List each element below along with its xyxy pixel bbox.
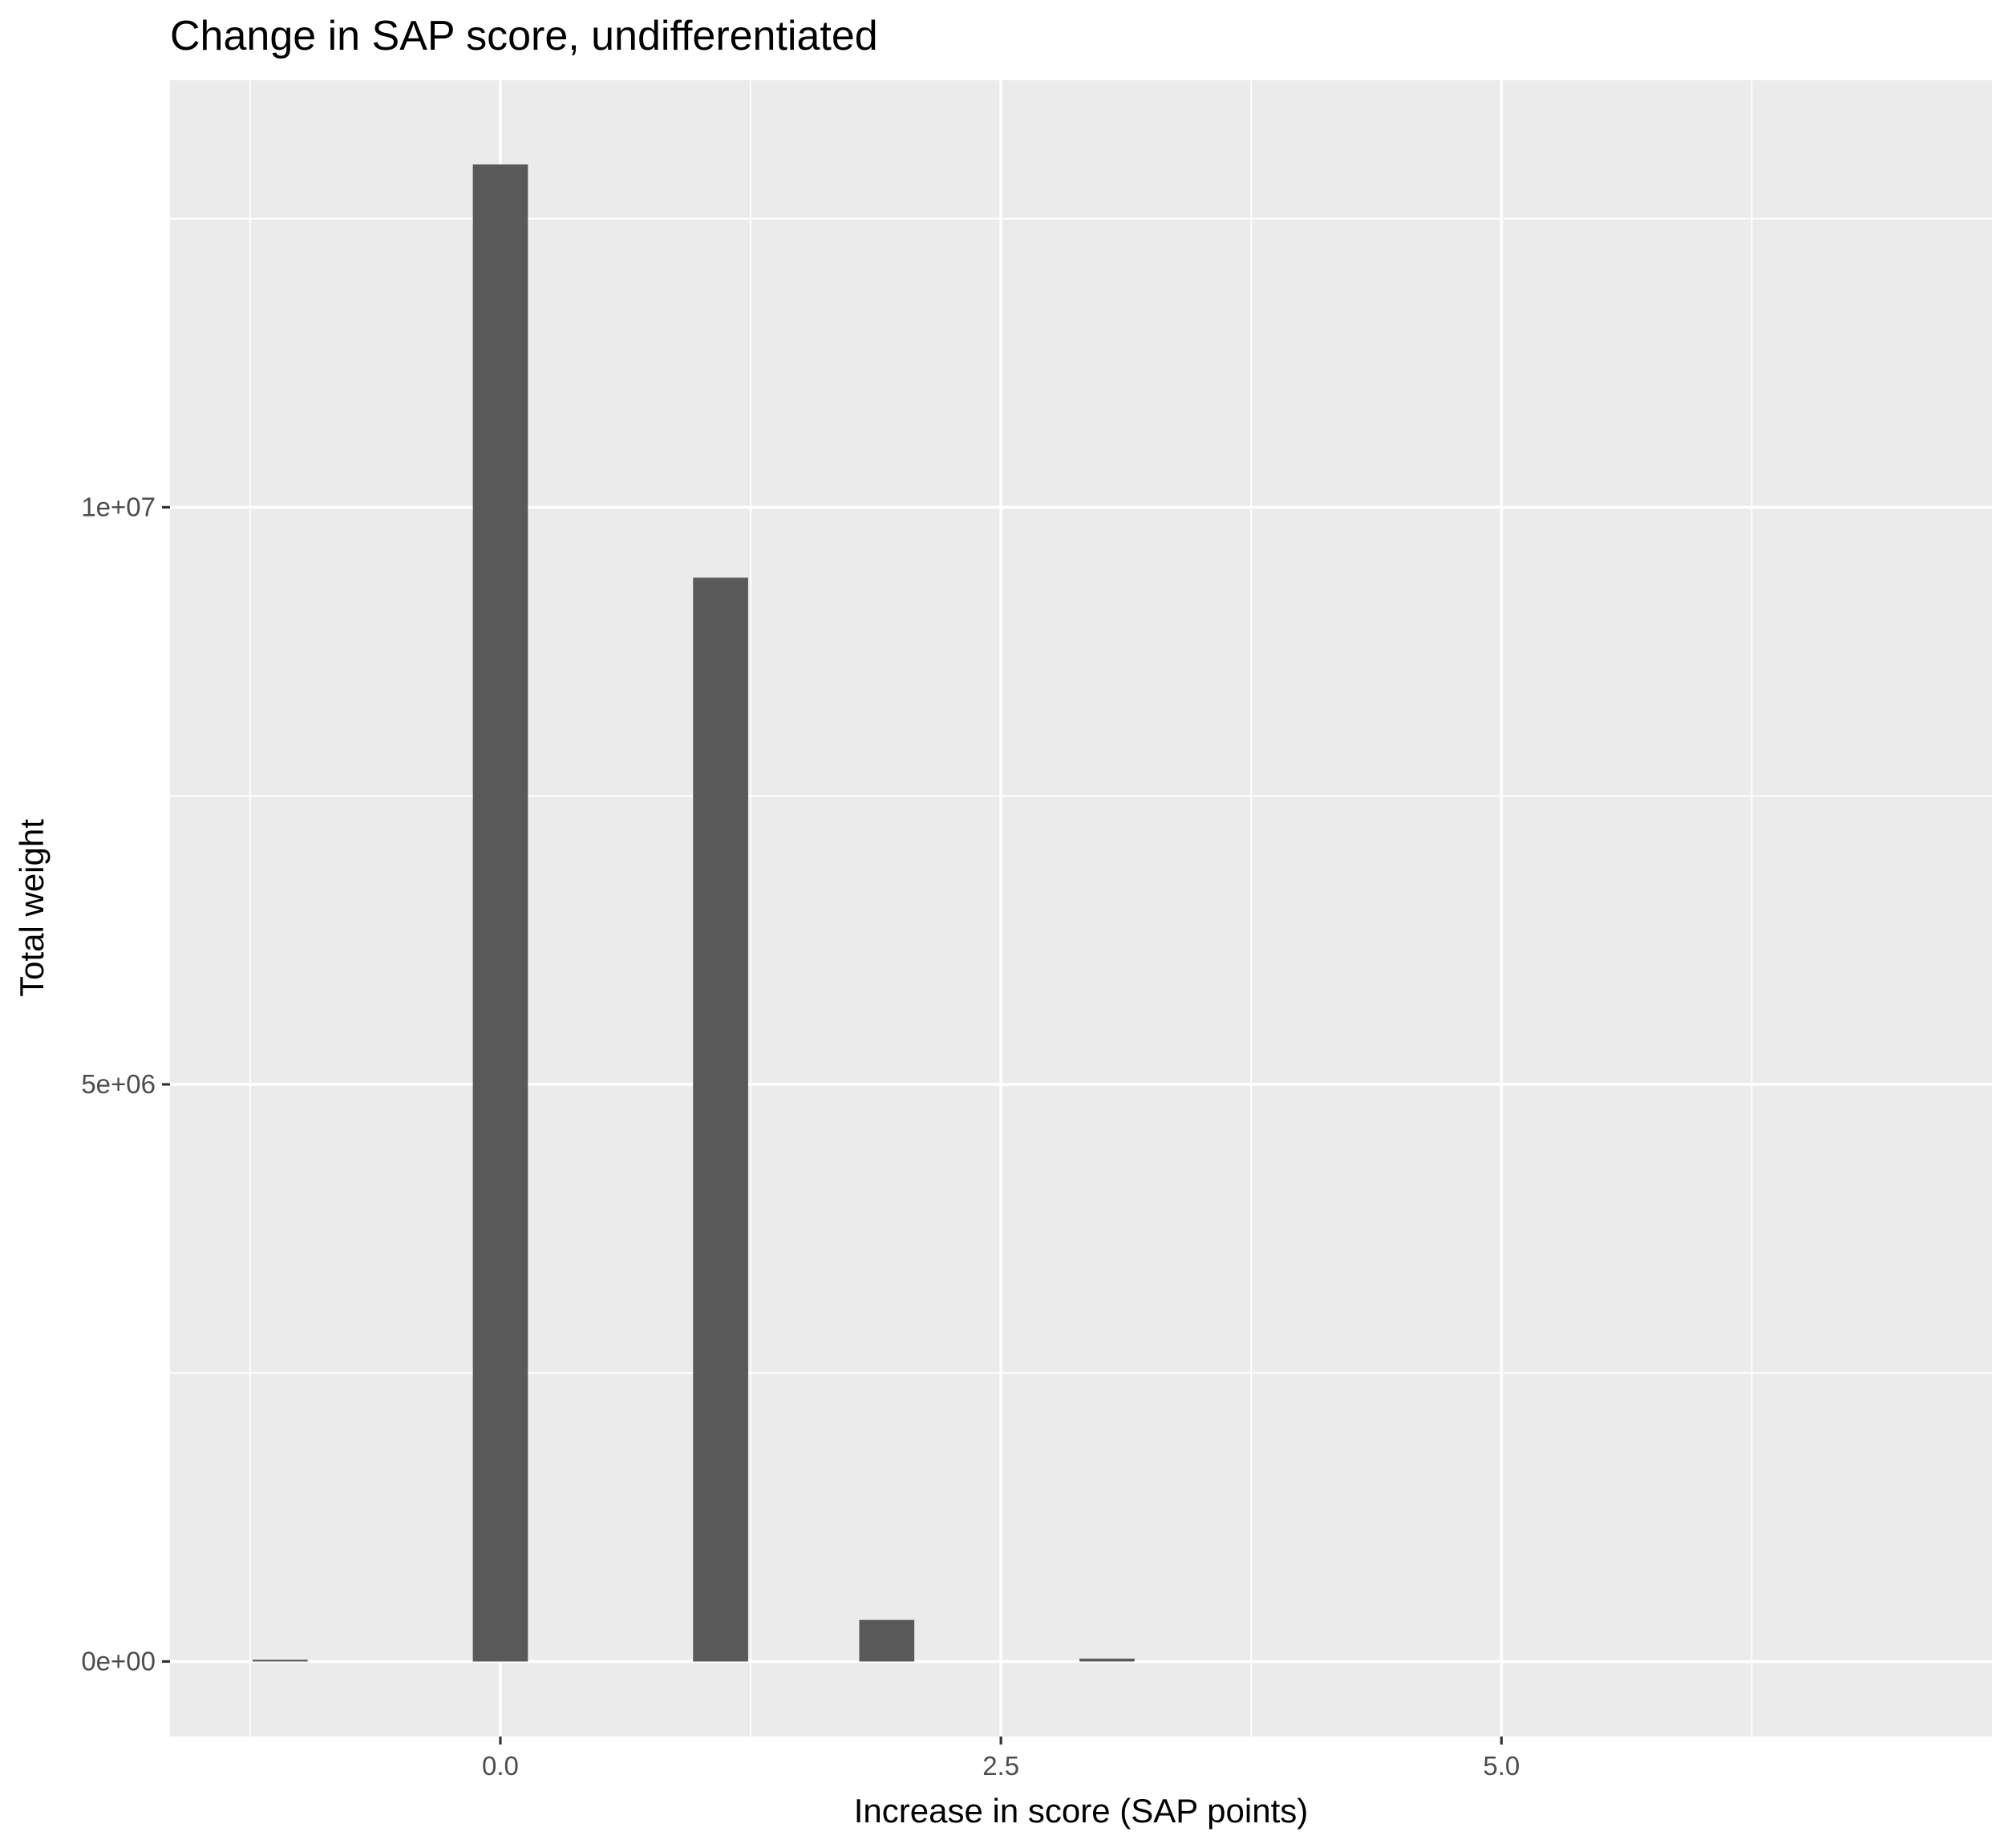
bars	[252, 164, 1135, 1662]
y-axis-ticks: 0e+00 5e+06 1e+07	[81, 492, 170, 1676]
histogram-bar	[252, 1660, 308, 1662]
histogram-bar	[859, 1619, 915, 1662]
histogram-bar	[1079, 1658, 1135, 1662]
y-tick-label: 1e+07	[81, 492, 156, 521]
histogram-bar	[472, 164, 528, 1662]
y-axis-title: Total weight	[13, 819, 51, 997]
x-tick-label: 0.0	[482, 1751, 519, 1781]
y-tick-label: 5e+06	[81, 1069, 156, 1099]
x-axis-ticks: 0.0 2.5 5.0	[482, 1737, 1520, 1781]
x-tick-label: 5.0	[1483, 1751, 1520, 1781]
chart-title: Change in SAP score, undifferentiated	[170, 13, 878, 59]
y-tick-label: 0e+00	[81, 1646, 156, 1676]
histogram-bar	[693, 578, 748, 1662]
plot-panel	[170, 80, 1992, 1737]
x-axis-title: Increase in score (SAP points)	[854, 1792, 1309, 1830]
x-tick-label: 2.5	[982, 1751, 1019, 1781]
